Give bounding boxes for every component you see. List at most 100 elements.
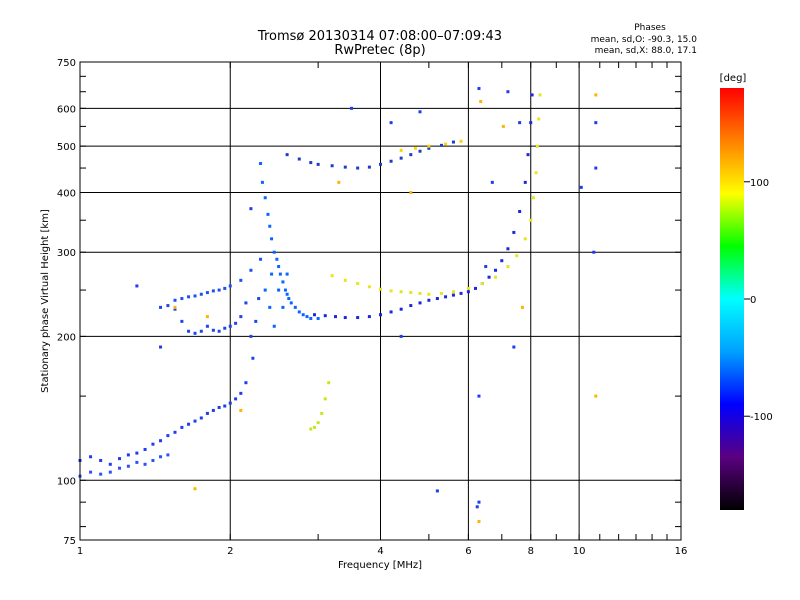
data-point (270, 272, 274, 276)
data-point (193, 294, 197, 298)
data-point (409, 304, 413, 308)
data-point (180, 425, 184, 429)
data-point (435, 489, 439, 493)
y-tick-label: 600 (57, 104, 76, 115)
data-point (281, 305, 285, 309)
data-point (413, 146, 417, 150)
data-point (518, 210, 522, 214)
data-point (159, 345, 163, 349)
data-point (518, 121, 522, 125)
stats-line-x: mean, sd,X: 88.0, 17.1 (595, 46, 697, 56)
chart-subtitle: RwPretec (8p) (334, 43, 425, 58)
data-point (108, 462, 112, 466)
data-point (389, 289, 393, 293)
data-point (205, 291, 209, 295)
colorbar-label: [deg] (720, 73, 747, 84)
data-point (440, 143, 444, 147)
data-point (529, 218, 533, 222)
data-point (135, 451, 139, 455)
data-point (297, 157, 301, 161)
data-point (173, 307, 177, 311)
data-point (316, 162, 320, 166)
data-point (244, 381, 248, 385)
x-tick-label: 16 (675, 546, 688, 557)
data-point (135, 460, 139, 464)
data-point (254, 319, 258, 323)
data-point (323, 397, 327, 401)
data-point (118, 466, 122, 470)
data-point (143, 462, 147, 466)
data-point (223, 286, 227, 290)
data-point (305, 315, 309, 319)
data-point (534, 171, 538, 175)
data-point (418, 291, 422, 295)
data-point (444, 295, 448, 299)
colorbar-gradient (720, 88, 744, 510)
data-point (239, 315, 243, 319)
data-point (217, 288, 221, 292)
data-point (277, 265, 281, 269)
data-point (592, 250, 596, 254)
y-axis-ticks: 75 100 200 300 400 500 600 750 (57, 58, 681, 547)
data-point (418, 110, 422, 114)
colorbar-tick-label: 100 (750, 178, 769, 189)
phase-stats: Phases mean, sd,O: -90.3, 15.0 mean, sd,… (591, 23, 698, 56)
data-point (367, 315, 371, 319)
data-point (99, 458, 103, 462)
data-point (239, 408, 243, 412)
data-point (285, 292, 289, 296)
data-point (316, 421, 320, 425)
data-point (239, 278, 243, 282)
data-point (228, 401, 232, 405)
data-point (520, 305, 524, 309)
y-tick-label: 75 (63, 536, 76, 547)
data-point (506, 90, 510, 94)
data-point (259, 257, 263, 261)
data-point (99, 472, 103, 476)
data-point (487, 275, 491, 279)
data-point (399, 290, 403, 294)
data-point (379, 287, 382, 291)
data-point (399, 148, 403, 152)
data-point (316, 316, 320, 320)
data-point (270, 237, 274, 241)
data-point (337, 180, 341, 184)
data-point (500, 259, 504, 263)
data-point (356, 166, 360, 170)
data-point (512, 345, 516, 349)
grid-lines (80, 62, 681, 540)
data-point (297, 310, 301, 314)
x-axis-ticks: 1 2 4 6 8 10 16 (77, 62, 688, 557)
data-point (535, 144, 539, 148)
data-point (529, 121, 533, 125)
data-point (494, 275, 498, 279)
data-point (356, 282, 360, 286)
data-point (126, 453, 130, 457)
data-point (166, 453, 170, 457)
data-point (330, 274, 334, 278)
data-point (293, 305, 297, 309)
x-tick-label: 1 (77, 546, 83, 557)
data-point (211, 408, 215, 412)
chart-title: Tromsø 20130314 07:08:00–07:09:43 (257, 29, 502, 44)
data-point (187, 329, 191, 333)
data-point (451, 293, 455, 297)
data-point (389, 159, 393, 163)
data-point (350, 106, 354, 110)
data-point (228, 284, 232, 288)
data-point (249, 207, 253, 211)
y-tick-label: 100 (57, 476, 76, 487)
data-point (285, 272, 289, 276)
data-point (409, 291, 413, 295)
data-point (435, 297, 439, 301)
data-point (501, 124, 505, 128)
data-point (327, 381, 331, 385)
data-point (309, 427, 313, 431)
data-point (418, 149, 422, 153)
data-point (266, 212, 270, 216)
data-point (466, 290, 470, 294)
data-point (199, 416, 203, 420)
data-point (187, 422, 191, 426)
data-point (477, 500, 481, 504)
